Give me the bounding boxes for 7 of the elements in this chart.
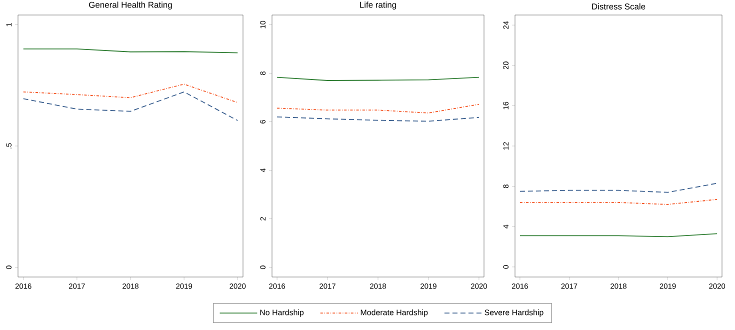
chart-title: General Health Rating: [89, 2, 172, 10]
line-series: [22, 91, 238, 121]
chart-title: Distress Scale: [592, 3, 646, 10]
line-series: [519, 182, 718, 193]
line-series: [22, 84, 238, 104]
line-series: [276, 104, 480, 114]
chart-title: Life rating: [360, 2, 396, 10]
